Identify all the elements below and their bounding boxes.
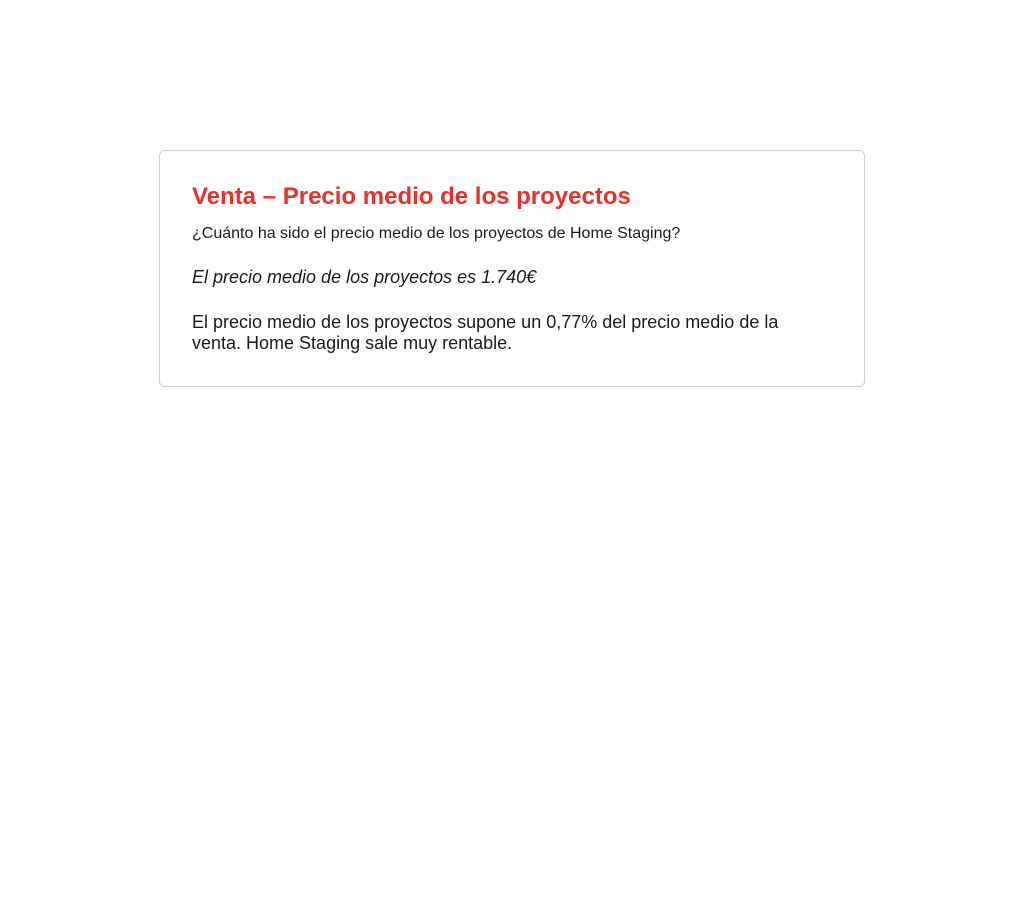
chart-question: ¿Cuánto ha sido el precio medio de los p… [192,225,681,242]
summary-card: Venta – Precio medio de los proyectos ¿C… [159,150,865,387]
conclusion-text: El precio medio de los proyectos supone … [192,312,779,353]
average-price-note: El precio medio de los proyectos es 1.74… [192,267,537,287]
page-title: Venta – Precio medio de los proyectos [192,183,631,210]
